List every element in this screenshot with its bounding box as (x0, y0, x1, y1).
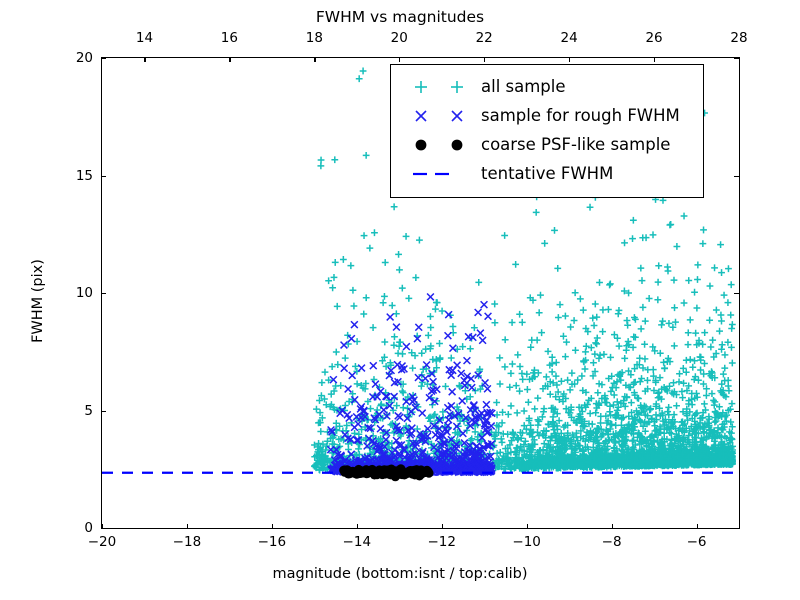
y-tick-label: 10 (75, 285, 93, 301)
plus-marker (401, 76, 477, 98)
x-tick-label-top: 18 (305, 30, 323, 46)
x-tick-label-top: 14 (135, 30, 154, 46)
x-tick-bottom (356, 524, 358, 529)
x-tick-top (654, 57, 656, 62)
x-tick-top (314, 57, 316, 62)
y-tick-right (734, 410, 739, 412)
legend-item: tentative FWHM (401, 159, 693, 188)
y-tick-left (101, 58, 106, 60)
x-tick-label-bottom: −12 (427, 534, 456, 550)
x-tick-label-bottom: −8 (601, 534, 622, 550)
x-tick-bottom (441, 524, 443, 529)
x-tick-label-top: 20 (390, 30, 408, 46)
y-tick-left (101, 175, 106, 177)
x-tick-label-bottom: −20 (87, 534, 117, 550)
x-tick-label-bottom: −14 (342, 534, 372, 550)
x-tick-label-top: 28 (730, 30, 748, 46)
cross-marker (401, 105, 477, 127)
y-tick-right (734, 175, 739, 177)
dashed-line-marker (401, 163, 477, 185)
y-tick-label: 20 (75, 50, 93, 66)
x-tick-label-bottom: −16 (257, 534, 287, 550)
chart-legend: all sample sample for rough FWHM coarse … (390, 64, 704, 198)
dot-marker (401, 134, 477, 156)
x-tick-top (144, 57, 146, 62)
scatter-plot (102, 65, 739, 482)
y-tick-right (734, 58, 739, 60)
y-tick-left (101, 293, 106, 295)
x-tick-bottom (611, 524, 613, 529)
x-tick-bottom (526, 524, 528, 529)
x-tick-top (739, 57, 741, 62)
x-tick-top (569, 57, 571, 62)
x-tick-label-top: 16 (220, 30, 238, 46)
x-tick-bottom (696, 524, 698, 529)
legend-item: all sample (401, 72, 693, 101)
legend-item: sample for rough FWHM (401, 101, 693, 130)
y-tick-left (101, 410, 106, 412)
x-tick-label-top: 24 (560, 30, 578, 46)
legend-label: sample for rough FWHM (481, 106, 680, 125)
y-tick-left (101, 528, 106, 530)
x-tick-top (484, 57, 486, 62)
y-tick-right (734, 528, 739, 530)
x-tick-label-top: 26 (645, 30, 663, 46)
legend-label: all sample (481, 77, 566, 96)
legend-item: coarse PSF-like sample (401, 130, 693, 159)
x-tick-label-top: 22 (475, 30, 493, 46)
y-axis-label: FWHM (pix) (30, 259, 46, 343)
x-tick-top (229, 57, 231, 62)
y-tick-label: 0 (84, 520, 93, 536)
y-tick-label: 15 (75, 167, 93, 184)
x-tick-label-bottom: −18 (172, 534, 202, 550)
x-tick-bottom (186, 524, 189, 529)
x-tick-bottom (271, 524, 274, 529)
x-tick-label-bottom: −10 (512, 534, 541, 550)
chart-title: FWHM vs magnitudes (315, 8, 485, 26)
y-tick-right (734, 293, 739, 295)
x-axis-label: magnitude (bottom:isnt / top:calib) (272, 566, 528, 582)
legend-label: coarse PSF-like sample (481, 135, 671, 154)
y-tick-label: 5 (84, 402, 93, 419)
x-tick-top (399, 57, 401, 62)
x-tick-bottom (102, 524, 104, 529)
x-tick-label-bottom: −6 (686, 534, 707, 550)
legend-label: tentative FWHM (481, 164, 614, 183)
